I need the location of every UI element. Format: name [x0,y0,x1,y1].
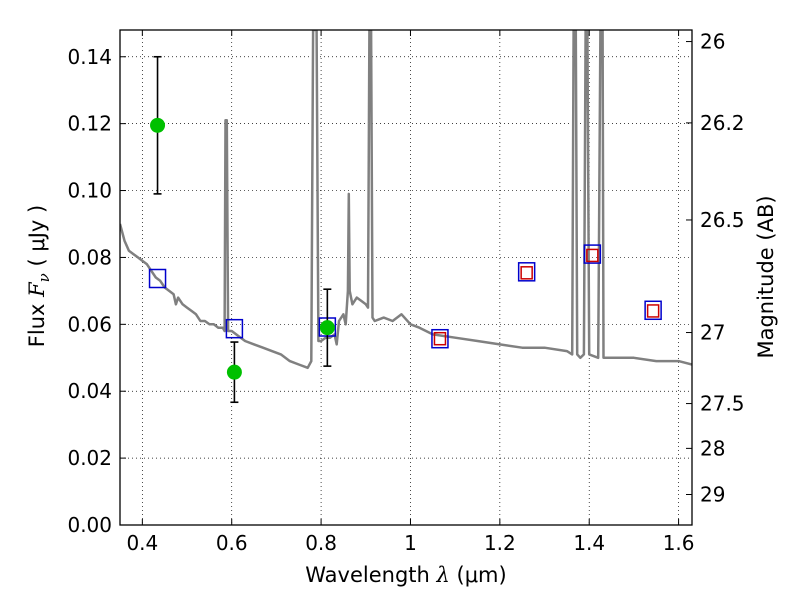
model-photometry-inner-box [586,248,599,263]
x-tick-label: 1.6 [663,531,695,555]
y-tick-label: 0.00 [67,513,112,537]
observed-point [226,364,242,380]
model-photometry-box [431,328,449,349]
x-tick-label: 1.2 [484,531,516,555]
y2-tick-label: 27.5 [700,392,745,416]
x-tick-label: 0.8 [305,531,337,555]
x-tick-label: 1.4 [573,531,605,555]
y2-tick-labels: 26 26.2 26.5 27 27.5 28 29 [700,30,745,507]
observed-errorbars [153,55,332,404]
y-tick-label: 0.12 [67,112,112,136]
axis-ticks [120,30,692,526]
model-photometry-inner-box [646,304,660,318]
y-tick-label: 0.08 [67,245,112,269]
observed-point [319,320,335,336]
model-photometry-box [225,318,244,339]
x-tick-labels: 0.4 0.6 0.8 1 1.2 1.4 1.6 [126,531,694,555]
model-photometry-box [644,300,662,321]
x-axis-title: Wavelength λ (μm) [305,563,506,587]
model-photometry-inner-box [520,266,533,280]
y2-axis-title: Magnitude (AB) [754,195,778,358]
y2-tick-label: 26 [700,30,725,54]
model-photometry-box [148,268,167,289]
y-axis-title: Flux Fν ( μJy ) [25,205,53,347]
model-photometry-inner-box [433,331,447,346]
observed-points [150,117,335,380]
grid [120,30,692,526]
y2-tick-label: 27 [700,321,725,345]
plot-frame [119,29,693,526]
y2-tick-label: 26.2 [700,111,745,135]
y-axis-symbol: F [25,281,49,298]
y2-tick-label: 26.5 [700,208,745,232]
x-tick-label: 1 [404,531,417,555]
y-tick-label: 0.04 [67,379,112,403]
y-tick-label: 0.02 [67,446,112,470]
x-tick-label: 0.4 [126,531,158,555]
y-axis-subscript: ν [35,273,53,282]
model-photometry-box [583,244,602,264]
observed-point [150,117,166,133]
plot-area [120,30,692,404]
model-spectrum-line [120,30,692,370]
model-photometry-box [517,262,536,282]
y2-tick-label: 28 [700,436,725,460]
x-axis-symbol: λ [436,563,450,587]
x-tick-label: 0.6 [216,531,248,555]
model-photometry-boxes [148,244,662,349]
y2-tick-label: 29 [700,482,725,506]
y-tick-label: 0.10 [67,179,112,203]
y-tick-labels: 0.00 0.02 0.04 0.06 0.08 0.10 0.12 0.14 [67,45,112,537]
y-tick-label: 0.14 [67,45,112,69]
model-photometry-inner-boxes [433,248,660,346]
y-tick-label: 0.06 [67,312,112,336]
